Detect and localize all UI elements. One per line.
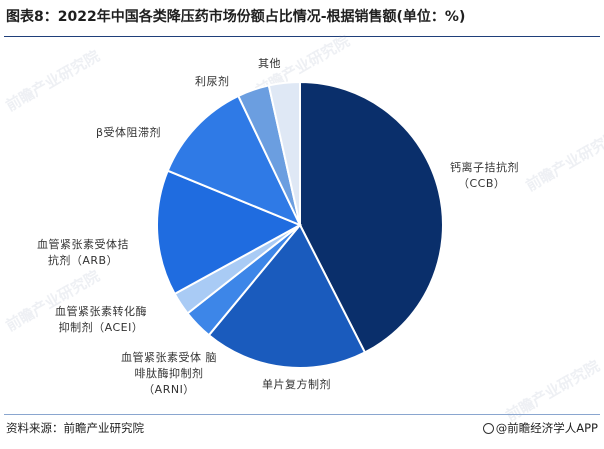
slice-label-line: 抗剂（ARB） [47, 254, 119, 267]
pie-slice-ccb [299, 80, 444, 354]
source-note: 资料来源：前瞻产业研究院 [6, 421, 144, 435]
label-arb: 血管紧张素受体拮 抗剂（ARB） [24, 237, 142, 269]
slice-label-line: 啡肽酶抑制剂 [134, 367, 204, 380]
slice-label-line: β受体阻滞剂 [96, 126, 162, 139]
slice-label-line: 钙离子拮抗剂 [450, 161, 519, 174]
slice-label-line: 单片复方制剂 [262, 378, 331, 391]
label-beta: β受体阻滞剂 [96, 125, 161, 141]
title-divider [4, 36, 600, 37]
brand-credit-text: @前瞻经济学人APP [495, 421, 598, 435]
slice-label-line: 其他 [258, 57, 281, 70]
label-diuretic: 利尿剂 [195, 74, 230, 90]
pie-slice-arb [156, 169, 303, 296]
slice-label-line: （ARNI） [143, 383, 195, 396]
footer-divider [4, 414, 600, 415]
slice-label-line: 利尿剂 [195, 75, 230, 88]
pie-slice-single [207, 223, 367, 369]
brand-credit: @前瞻经济学人APP [482, 420, 598, 436]
chart-title: 图表8：2022年中国各类降压药市场份额占比情况-根据销售额(单位：%) [6, 9, 466, 25]
slice-label-line: 抑制剂（ACEI） [58, 321, 144, 334]
label-acei: 血管紧张素转化酶 抑制剂（ACEI） [42, 304, 160, 336]
label-single: 单片复方制剂 [262, 377, 331, 393]
label-arni: 血管紧张素受体 脑啡肽酶抑制剂 （ARNI） [108, 350, 230, 398]
pie-slice-beta [166, 94, 303, 227]
slice-label-line: 血管紧张素受体拮 [37, 238, 129, 251]
slice-label-line: 血管紧张素转化酶 [55, 305, 147, 318]
label-other: 其他 [258, 56, 281, 72]
brand-logo-icon [482, 423, 494, 434]
label-ccb: 钙离子拮抗剂 （CCB） [450, 160, 570, 192]
slice-label-line: 血管紧张素受体 脑 [121, 351, 217, 364]
slice-label-line: （CCB） [458, 177, 506, 190]
pie-slice-other [267, 80, 301, 226]
